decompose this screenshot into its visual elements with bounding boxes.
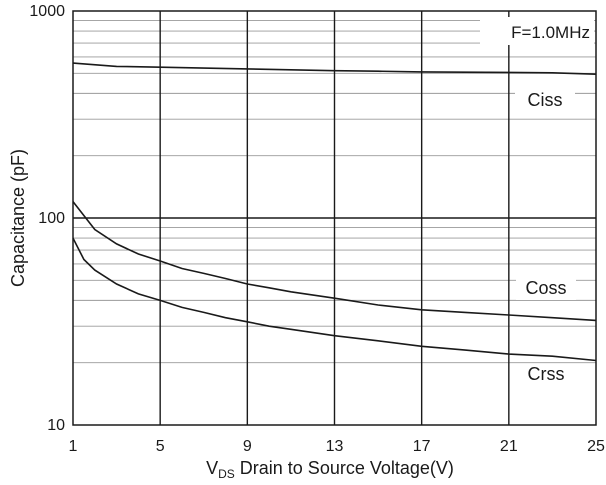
series-label-crss: Crss	[528, 364, 565, 384]
y-tick-label: 100	[38, 210, 65, 227]
series-labels: Ciss Coss Crss	[515, 90, 576, 386]
x-tick-label: 1	[69, 438, 78, 455]
x-tick-label: 9	[243, 438, 252, 455]
series-label-bg	[516, 278, 576, 300]
x-axis-title-main: V	[206, 458, 218, 478]
x-axis-title-sub: DS	[218, 467, 235, 481]
series-line-crss	[72, 237, 597, 362]
y-tick-label: 1000	[29, 3, 65, 20]
plot-frame	[72, 10, 597, 426]
x-tick-label: 25	[587, 438, 605, 455]
x-tick-labels: 1 5 9 13 17 21 25	[69, 438, 605, 455]
series-line-ciss	[72, 62, 597, 75]
series-label-ciss: Ciss	[528, 90, 563, 110]
x-axis-title: VDS Drain to Source Voltage(V)	[206, 458, 454, 481]
series-label-coss: Coss	[525, 278, 566, 298]
y-axis-title: Capacitance (pF)	[8, 149, 28, 287]
series-line-coss	[72, 201, 597, 322]
series-lines	[72, 62, 597, 362]
frequency-annotation: F=1.0MHz	[511, 23, 590, 42]
x-tick-label: 17	[413, 438, 431, 455]
x-tick-label: 21	[500, 438, 518, 455]
x-tick-label: 5	[156, 438, 165, 455]
series-label-bg	[516, 364, 576, 386]
series-label-bg	[515, 90, 575, 112]
x-tick-label: 13	[326, 438, 344, 455]
y-tick-label: 10	[47, 417, 65, 434]
grid	[73, 11, 596, 425]
annotation-box: F=1.0MHz	[480, 17, 594, 45]
x-axis-title-rest: Drain to Source Voltage(V)	[235, 458, 454, 478]
y-tick-labels: 10 100 1000	[29, 3, 65, 434]
